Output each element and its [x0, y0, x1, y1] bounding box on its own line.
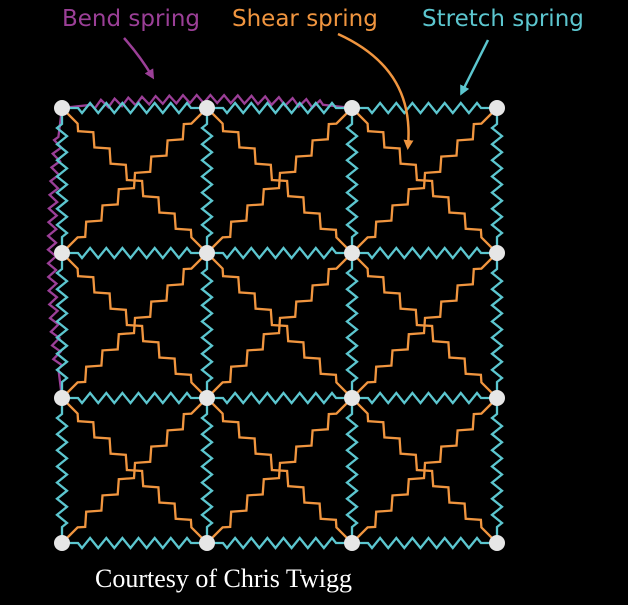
shear-spring: [62, 398, 207, 543]
stretch-spring: [492, 253, 502, 398]
shear-springs: [62, 108, 497, 543]
stretch-spring: [62, 248, 207, 258]
mass-node: [199, 245, 215, 261]
mass-node: [54, 245, 70, 261]
mass-node: [489, 390, 505, 406]
stretch-spring: [207, 393, 352, 403]
stretch-spring: [207, 248, 352, 258]
shear-spring: [207, 398, 352, 543]
shear-spring: [207, 253, 352, 398]
stretch-spring: [347, 253, 357, 398]
stretch-spring: [62, 538, 207, 548]
stretch-spring: [347, 398, 357, 543]
stretch-spring: [207, 103, 352, 113]
stretch-spring: [347, 108, 357, 253]
shear-spring: [352, 108, 497, 253]
stretch-spring: [207, 538, 352, 548]
stretch-spring: [352, 538, 497, 548]
stretch-spring: [202, 108, 212, 253]
shear-spring: [62, 253, 207, 398]
mass-node: [54, 390, 70, 406]
label-arrows: [124, 34, 488, 146]
stretch-spring: [352, 248, 497, 258]
bend-spring-label: Bend spring: [62, 6, 200, 32]
mass-node: [344, 245, 360, 261]
stretch-spring: [62, 393, 207, 403]
stretch-spring: [202, 398, 212, 543]
stretch-spring: [57, 398, 67, 543]
shear-spring: [207, 108, 352, 253]
bend-arrow: [124, 38, 152, 76]
mass-node: [344, 535, 360, 551]
mass-node: [489, 100, 505, 116]
shear-spring: [352, 253, 497, 398]
mass-node: [489, 535, 505, 551]
shear-spring: [62, 108, 207, 253]
stretch-spring-label: Stretch spring: [422, 6, 584, 32]
image-credit: Courtesy of Chris Twigg: [95, 564, 352, 594]
mass-node: [54, 535, 70, 551]
mass-node: [199, 535, 215, 551]
shear-spring: [352, 398, 497, 543]
stretch-spring: [352, 103, 497, 113]
mass-node: [54, 100, 70, 116]
shear-spring-label: Shear spring: [232, 6, 378, 32]
mass-node: [199, 100, 215, 116]
stretch-spring: [57, 108, 67, 253]
stretch-spring: [492, 108, 502, 253]
stretch-spring: [352, 393, 497, 403]
mass-node: [489, 245, 505, 261]
mass-node: [344, 390, 360, 406]
mass-node: [344, 100, 360, 116]
stretch-spring: [492, 398, 502, 543]
stretch-spring: [202, 253, 212, 398]
stretch-arrow: [462, 40, 488, 92]
mass-node: [199, 390, 215, 406]
